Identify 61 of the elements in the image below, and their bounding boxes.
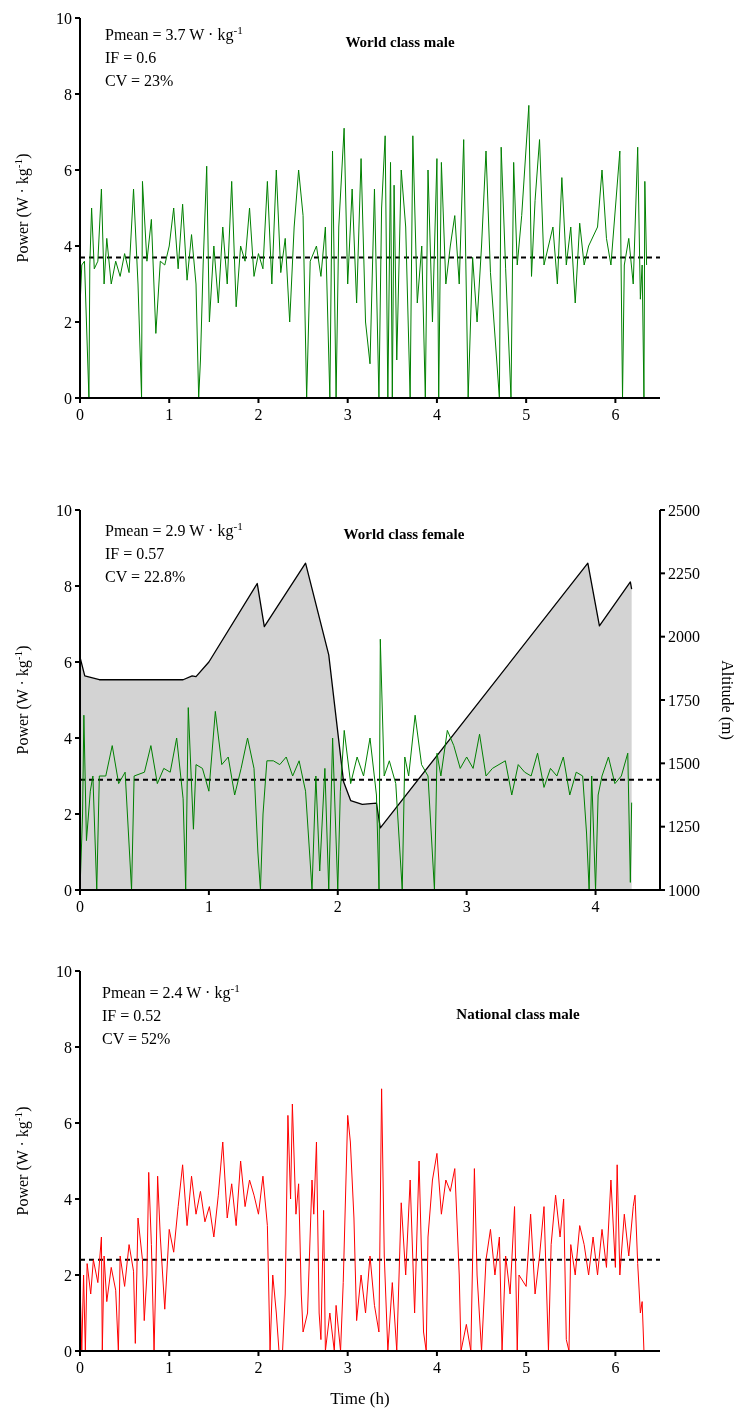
text: World class male: [345, 34, 455, 50]
y-tick-label: 10: [56, 9, 72, 27]
x-tick-label: 6: [611, 406, 620, 423]
annotation: CV = 52%: [102, 1030, 171, 1047]
y-tick-label: 2: [64, 313, 72, 331]
y-tick-label: 6: [64, 653, 72, 671]
y-tick-label: 4: [64, 1190, 72, 1208]
x-tick-label: 2: [333, 898, 342, 915]
x-axis-title: Time (h): [330, 1389, 390, 1408]
y-tick-label: 10: [56, 501, 72, 519]
y2-tick-label: 1750: [668, 691, 700, 709]
annotation: IF = 0.57: [105, 545, 165, 562]
y-tick-label: 6: [64, 161, 72, 179]
annotation: Pmean = 2.9 W · kg$^{-1}$: [105, 520, 243, 540]
y2-tick-label: 2250: [668, 564, 700, 582]
y2-tick-label: 2000: [668, 628, 700, 646]
y-tick-label: 8: [64, 85, 72, 103]
y2-tick-label: 1000: [668, 881, 700, 899]
annotation: Pmean = 2.4 W · kg$^{-1}$: [102, 982, 240, 1002]
y-tick-label: 0: [64, 1342, 72, 1360]
y-tick-label: 2: [64, 805, 72, 823]
y-tick-label: 8: [64, 1038, 72, 1056]
x-tick-label: 3: [343, 406, 352, 423]
annotation: CV = 23%: [105, 72, 174, 89]
line-series: [79, 104, 648, 399]
x-tick-label: 3: [462, 898, 471, 915]
y-tick-label: 4: [64, 237, 72, 255]
x-tick-label: 1: [165, 1359, 174, 1376]
x-tick-label: 4: [432, 1359, 441, 1376]
x-tick-label: 4: [432, 406, 441, 423]
x-tick-label: 2: [254, 1359, 263, 1376]
x-tick-label: 5: [522, 1359, 531, 1376]
y-tick-label: 8: [64, 577, 72, 595]
annotation: IF = 0.52: [102, 1007, 162, 1024]
y-tick-label: 6: [64, 1114, 72, 1132]
annotation: CV = 22.8%: [105, 568, 186, 585]
x-tick-label: 1: [204, 898, 213, 915]
line-series: [79, 638, 633, 891]
annotation: Pmean = 3.7 W · kg$^{-1}$: [105, 24, 243, 44]
y-tick-label: 0: [64, 389, 72, 407]
line-series: [79, 1088, 645, 1352]
annotation: IF = 0.6: [105, 49, 157, 66]
x-tick-label: 4: [591, 898, 600, 915]
y2-tick-label: 1500: [668, 754, 700, 772]
x-tick-label: 0: [76, 406, 84, 423]
text: World class female: [343, 526, 465, 542]
y-tick-label: 4: [64, 729, 72, 747]
y-tick-label: 10: [56, 962, 72, 980]
text: National class male: [456, 1006, 580, 1022]
x-tick-label: 3: [343, 1359, 352, 1376]
x-tick-label: 0: [76, 898, 84, 915]
y-tick-label: 2: [64, 1266, 72, 1284]
x-tick-label: 1: [165, 406, 174, 423]
y2-tick-label: 2500: [668, 501, 700, 519]
y2-axis-title: Altitude (m): [718, 660, 736, 740]
x-tick-label: 6: [611, 1359, 620, 1376]
y-tick-label: 0: [64, 881, 72, 899]
y2-tick-label: 1250: [668, 818, 700, 836]
x-tick-label: 5: [522, 406, 531, 423]
x-tick-label: 0: [76, 1359, 84, 1376]
x-tick-label: 2: [254, 406, 263, 423]
